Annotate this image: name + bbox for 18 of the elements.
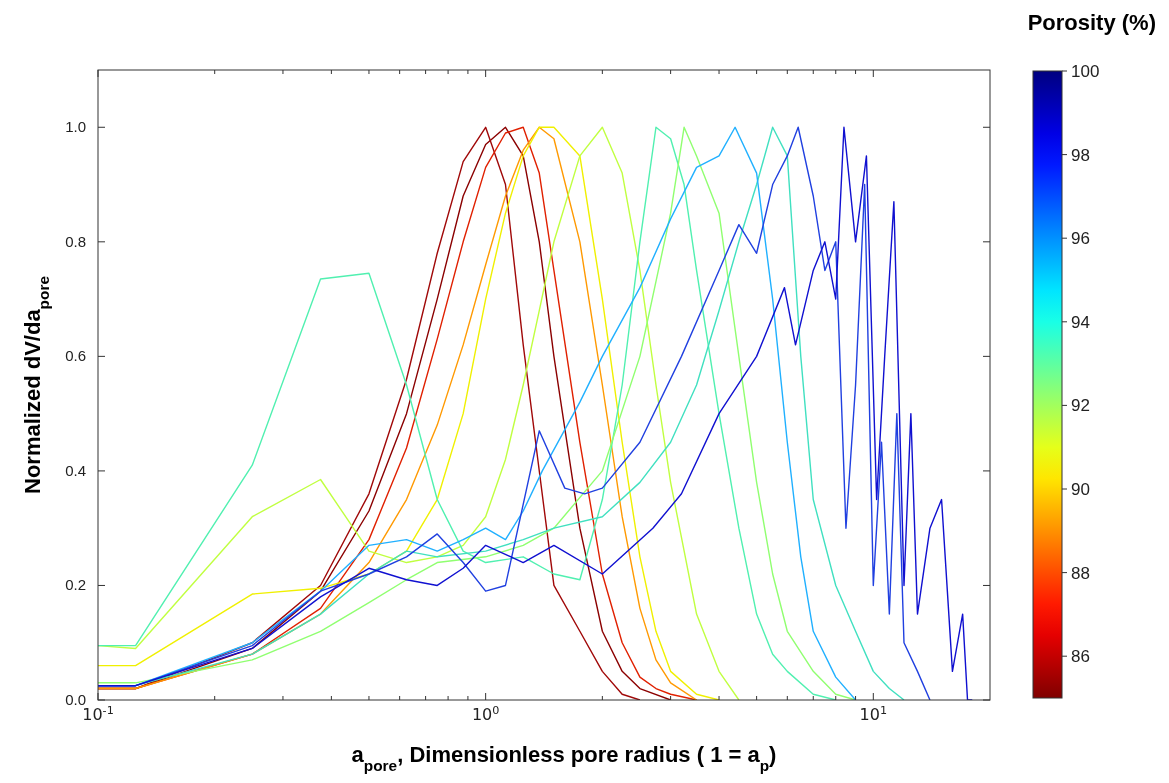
- x-tick-label: 10$^{1}$: [859, 703, 888, 724]
- color-bar-label: 92: [1071, 396, 1090, 416]
- x-axis-title: a$_{pore}$, Dimensionless pore radius ( 1 = a$_{p}$): [351, 742, 777, 774]
- x-tick-label: 10$^{0}$: [471, 703, 500, 724]
- y-tick-label: 1.0: [65, 118, 86, 136]
- color-bar-title: Porosity (%): [1027, 10, 1156, 35]
- y-tick-label: 0.4: [65, 461, 86, 479]
- color-bar-label: 94: [1071, 312, 1090, 332]
- color-bar-label: 98: [1071, 145, 1090, 165]
- color-bar-label: 90: [1071, 480, 1090, 499]
- color-bar-label: 88: [1071, 563, 1090, 583]
- y-tick-label: 0.0: [65, 691, 86, 708]
- color-bar-label: 100: [1071, 62, 1100, 81]
- color-bar-label: 86: [1071, 647, 1090, 667]
- y-tick-label: 0.8: [65, 232, 86, 250]
- y-tick-label: 0.2: [65, 576, 86, 594]
- y-tick-label: 0.6: [65, 347, 86, 365]
- color-bar-label: 96: [1071, 229, 1090, 249]
